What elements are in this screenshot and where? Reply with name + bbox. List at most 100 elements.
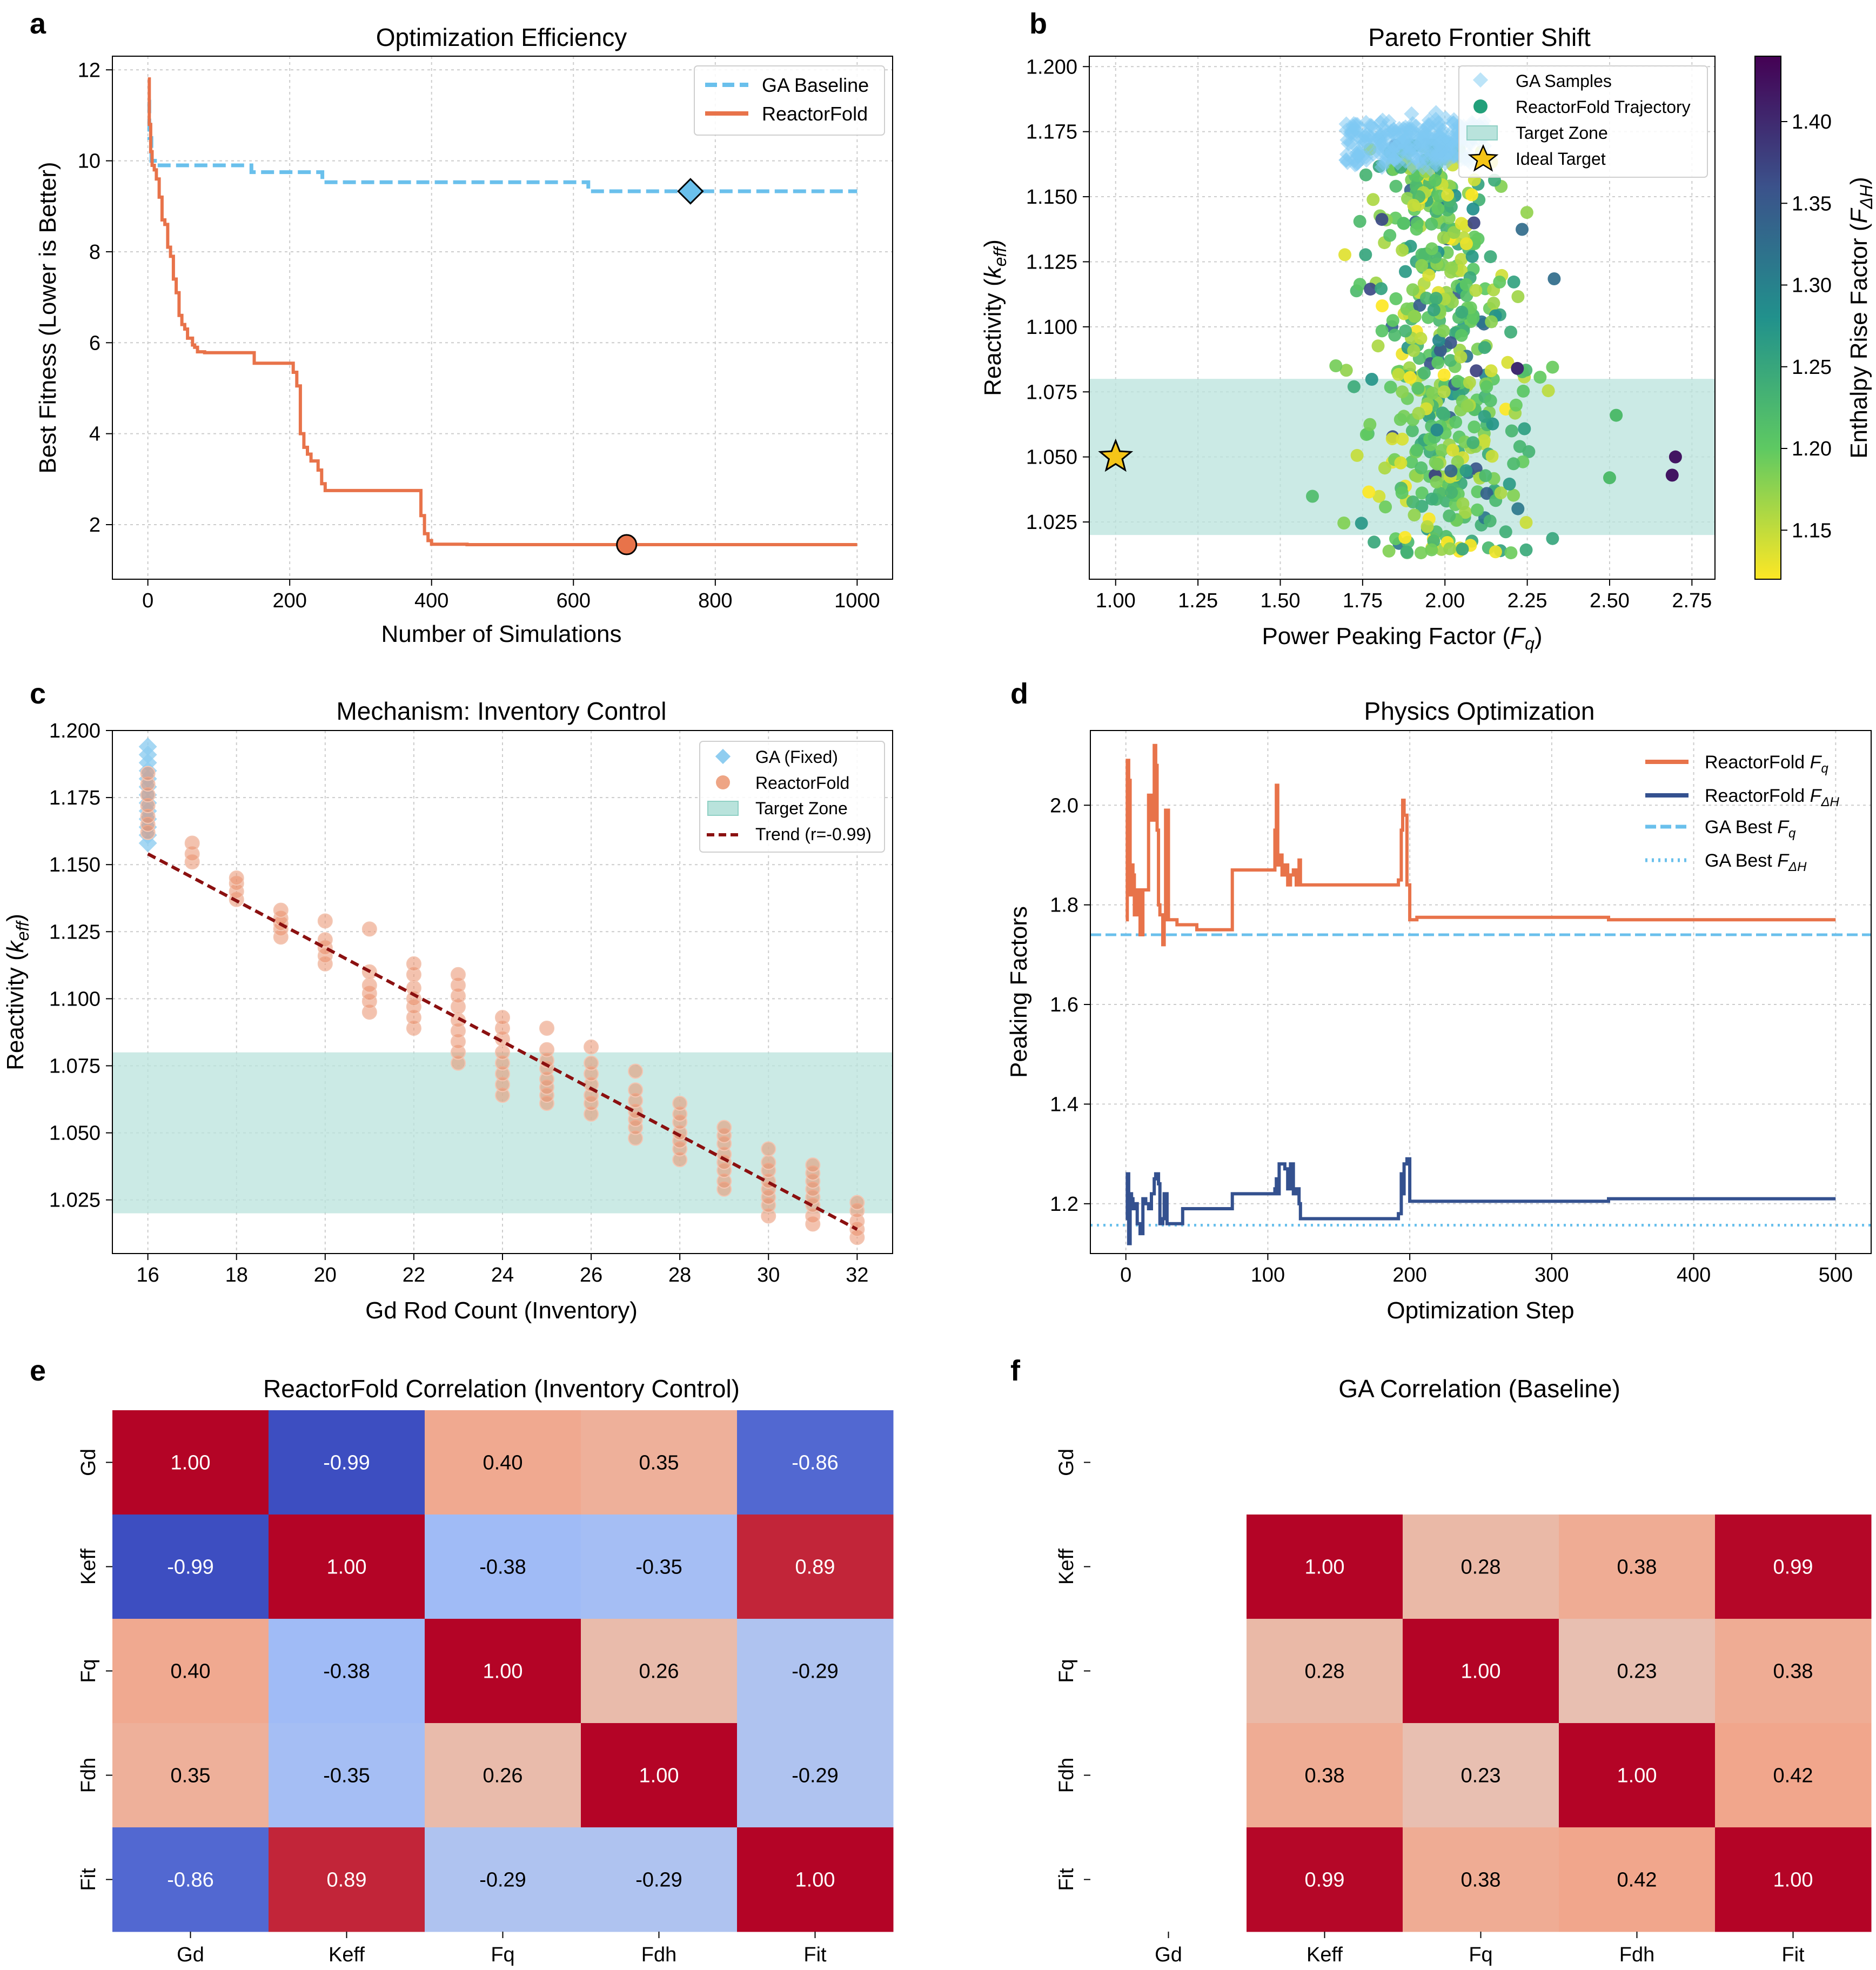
heatmap-cell bbox=[1715, 1515, 1872, 1619]
heatmap-cell-value: -0.35 bbox=[635, 1556, 682, 1579]
heatmap-cell bbox=[1559, 1619, 1716, 1724]
heatmap-cell bbox=[1247, 1827, 1403, 1932]
heatmap-cell bbox=[425, 1619, 581, 1724]
heatmap-cell-value: 0.99 bbox=[1305, 1869, 1345, 1892]
heatmap-cell bbox=[112, 1515, 269, 1619]
reactorfold-point bbox=[1359, 248, 1372, 262]
reactorfold-point bbox=[1337, 517, 1351, 530]
reactorfold-point bbox=[716, 1120, 732, 1135]
panel-b-legend: GA Samples ReactorFold Trajectory Target… bbox=[1458, 65, 1708, 178]
reactorfold-point bbox=[1364, 283, 1377, 296]
reactorfold-point bbox=[450, 967, 466, 982]
reactorfold-point bbox=[1443, 542, 1457, 555]
panel-d-xlabel: Optimization Step bbox=[1386, 1297, 1574, 1324]
y-tick-label: 2.0 bbox=[1050, 794, 1078, 817]
reactorfold-point bbox=[1469, 284, 1483, 297]
reactorfold-point bbox=[1396, 244, 1409, 257]
reactorfold-point bbox=[1493, 276, 1506, 289]
heatmap-cell bbox=[425, 1827, 581, 1932]
panel-a-xlabel: Number of Simulations bbox=[381, 621, 621, 647]
reactorfold-point bbox=[1437, 368, 1451, 381]
heatmap-cell bbox=[1559, 1515, 1716, 1619]
heatmap-cell-value: 0.26 bbox=[639, 1660, 679, 1683]
reactorfold-best-marker bbox=[616, 534, 638, 555]
reactorfold-point bbox=[1511, 290, 1525, 303]
heatmap-x-label: Keff bbox=[1306, 1944, 1343, 1966]
heatmap-cell bbox=[1559, 1723, 1716, 1828]
reactorfold-point bbox=[361, 977, 377, 993]
heatmap-cell-value: 0.40 bbox=[171, 1660, 211, 1683]
reactorfold-point bbox=[140, 766, 156, 781]
reactorfold-point bbox=[1460, 237, 1473, 251]
panel-letter-a: a bbox=[30, 8, 46, 40]
heatmap-x-label: Gd bbox=[177, 1944, 204, 1966]
reactorfold-point bbox=[1372, 490, 1386, 503]
reactorfold-point bbox=[1444, 354, 1457, 367]
reactorfold-point bbox=[1451, 374, 1464, 388]
heatmap-cell-value: 0.38 bbox=[1773, 1660, 1813, 1683]
heatmap-y-label: Fq bbox=[77, 1659, 100, 1683]
panel-d-grid bbox=[1090, 731, 1871, 1254]
colorbar-label: Enthalpy Rise Factor (FΔH) bbox=[1846, 177, 1876, 458]
colorbar-tick-label: 1.30 bbox=[1792, 274, 1832, 297]
heatmap-cell-value: 0.23 bbox=[1617, 1660, 1657, 1683]
x-tick-label: 800 bbox=[698, 589, 732, 612]
reactorfold-point bbox=[1430, 423, 1444, 437]
reactorfold-point bbox=[1466, 311, 1480, 325]
reactorfold-point bbox=[1484, 394, 1497, 407]
panel-b-frame bbox=[1089, 56, 1716, 580]
reactorfold-point bbox=[1533, 371, 1547, 384]
reactorfold-point bbox=[361, 921, 377, 937]
reactorfold-point bbox=[539, 1021, 555, 1036]
reactorfold-point bbox=[1437, 408, 1451, 421]
reactorfold-point bbox=[1399, 265, 1412, 278]
reactorfold-point bbox=[1430, 475, 1443, 489]
heatmap-cell-value: 1.00 bbox=[639, 1765, 679, 1787]
reactorfold-point bbox=[1518, 422, 1531, 435]
reactorfold-point bbox=[1479, 469, 1492, 483]
reactorfold-point bbox=[1440, 246, 1454, 259]
heatmap-cell bbox=[425, 1410, 581, 1515]
heatmap-cell-value: -0.29 bbox=[635, 1869, 682, 1892]
colorbar-tick-label: 1.15 bbox=[1792, 519, 1832, 542]
ga-best-marker bbox=[677, 178, 704, 205]
reactorfold-point bbox=[1415, 486, 1429, 500]
legend-reactorfold-c: ReactorFold bbox=[755, 773, 849, 793]
heatmap-cell-value: 1.00 bbox=[327, 1556, 367, 1579]
colorbar-tick-label: 1.35 bbox=[1792, 192, 1832, 215]
reactorfold-point bbox=[1371, 339, 1385, 353]
heatmap-cell bbox=[1403, 1515, 1559, 1619]
heatmap-cell-value: 0.35 bbox=[639, 1452, 679, 1475]
heatmap-cell bbox=[581, 1515, 738, 1619]
ga-sample-point bbox=[1343, 135, 1359, 151]
reactorfold-point bbox=[1382, 544, 1396, 558]
reactorfold-point bbox=[1385, 432, 1399, 445]
reactorfold-point bbox=[1465, 250, 1479, 263]
y-tick-label: 1.125 bbox=[49, 921, 100, 943]
heatmap-cell-value: 0.89 bbox=[795, 1556, 835, 1579]
panel-f: f GA Correlation (Baseline) 1.00 0.28 0.38… bbox=[1010, 1355, 1872, 1966]
panel-c-ylabel: Reactivity (keff) bbox=[2, 914, 32, 1070]
reactorfold-point bbox=[1509, 398, 1523, 412]
x-tick-label: 100 bbox=[1251, 1264, 1285, 1286]
heatmap-cell bbox=[581, 1827, 738, 1932]
reactorfold-point bbox=[1441, 189, 1455, 202]
panel-b-ylabel: Reactivity (keff) bbox=[980, 239, 1010, 396]
panel-b-ticks: 1.00 1.25 1.50 1.75 2.00 2.25 2.50 2.75 1.025 1.0… bbox=[1026, 56, 1712, 612]
reactorfold-point bbox=[1466, 202, 1480, 216]
legend-ideal-target: Ideal Target bbox=[1516, 149, 1606, 169]
x-tick-label: 26 bbox=[580, 1264, 602, 1286]
reactorfold-point bbox=[1447, 226, 1460, 239]
heatmap-x-label: Fdh bbox=[1619, 1944, 1654, 1966]
panel-a-ylabel: Best Fitness (Lower is Better) bbox=[35, 162, 61, 473]
reactorfold-point bbox=[1429, 292, 1443, 305]
reactorfold-point bbox=[1504, 325, 1517, 339]
y-tick-label: 1.050 bbox=[49, 1122, 100, 1145]
reactorfold-point bbox=[1389, 292, 1403, 305]
heatmap-cell bbox=[269, 1515, 425, 1619]
reactorfold-point bbox=[761, 1155, 776, 1170]
heatmap-cell bbox=[737, 1723, 894, 1828]
panel-f-heatmap: 1.00 0.28 0.38 0.99 0.28 1.00 0.23 0.38 0.38 0.23… bbox=[1055, 1449, 1872, 1966]
reactorfold-point bbox=[1546, 360, 1559, 374]
reactorfold-point bbox=[229, 870, 244, 886]
